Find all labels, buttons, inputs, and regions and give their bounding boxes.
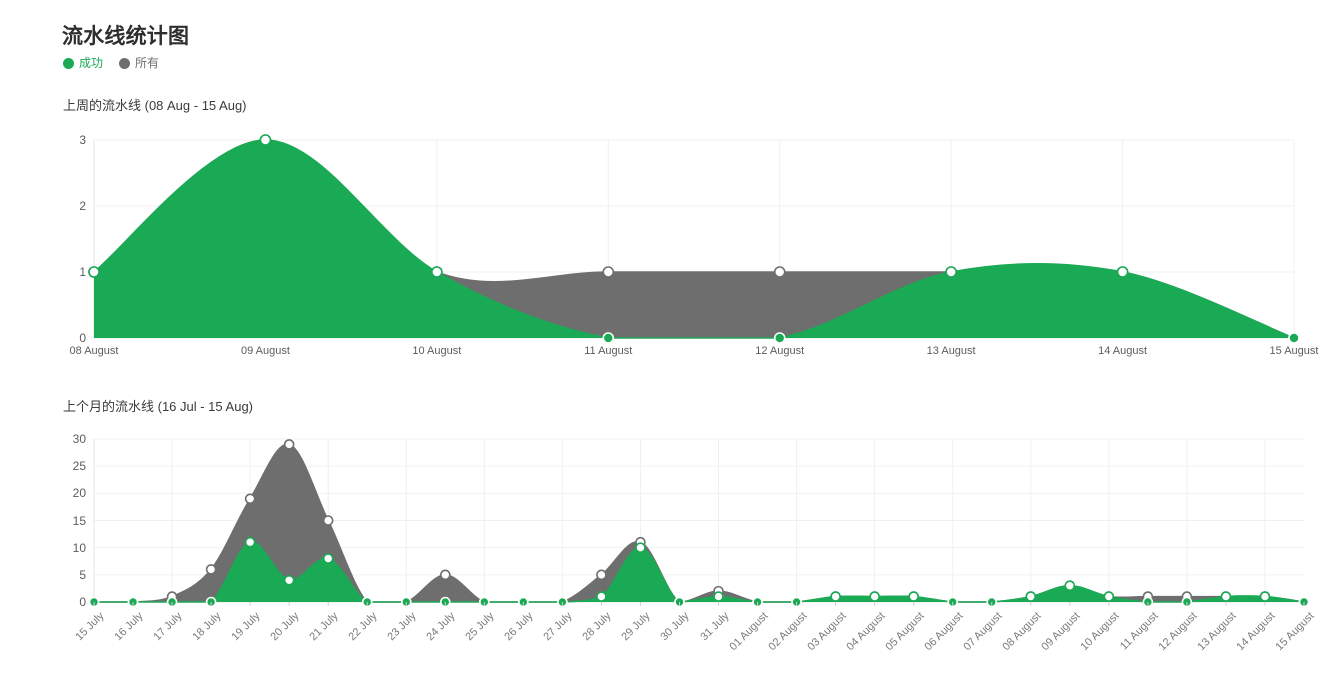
x-axis-tick-label: 12 August — [755, 345, 805, 357]
data-point-marker[interactable] — [88, 266, 100, 278]
data-point-marker[interactable] — [1288, 332, 1300, 344]
y-axis-tick-label: 10 — [72, 540, 86, 555]
x-axis-tick-label: 13 August — [926, 345, 976, 357]
chart-last-week[interactable]: 0 1 2 3 08 August 09 August 10 August 11 August… — [0, 128, 1334, 373]
data-point-marker[interactable] — [431, 266, 443, 278]
data-point-marker[interactable] — [1025, 591, 1037, 602]
data-point-marker[interactable] — [830, 591, 841, 602]
x-axis-tick-label: 15 August — [1269, 345, 1319, 357]
data-point-marker[interactable] — [259, 134, 272, 146]
data-point-marker[interactable] — [602, 266, 615, 278]
data-point-marker[interactable] — [1220, 591, 1232, 602]
y-axis-tick-label: 25 — [72, 459, 86, 474]
data-point-marker[interactable] — [1103, 591, 1115, 602]
y-axis-tick-label: 1 — [79, 265, 86, 279]
y-axis-tick-label: 3 — [79, 133, 86, 147]
data-point-marker[interactable] — [205, 564, 217, 575]
green-dot-icon — [63, 57, 74, 69]
y-axis-tick-label: 30 — [72, 432, 86, 446]
data-point-marker[interactable] — [635, 542, 646, 553]
x-axis-tick-label: 10 August — [412, 345, 462, 357]
y-axis-tick-label: 0 — [79, 595, 86, 609]
x-axis-tick-label: 08 August — [69, 345, 119, 357]
x-axis-tick-label: 11 August — [584, 345, 633, 357]
chart-subtitle-month: 上个月的流水线 (16 Jul - 15 Aug) — [63, 399, 253, 414]
gray-dot-icon — [119, 57, 131, 69]
x-axis-tick-label: 09 August — [240, 345, 290, 357]
data-point-marker[interactable] — [322, 515, 334, 526]
data-point-marker[interactable] — [773, 332, 786, 344]
legend-item-all[interactable]: 所有 — [119, 57, 159, 69]
x-axis-tick-label: 14 August — [1098, 345, 1148, 357]
legend-label-success: 成功 — [79, 56, 104, 70]
area-series-成功 — [94, 541, 1304, 602]
chart-last-month[interactable]: 0 5 10 15 20 25 30 15 July 16 July 17 July 18 July… — [0, 428, 1334, 680]
data-point-marker[interactable] — [283, 439, 295, 450]
y-axis-tick-label: 2 — [79, 199, 86, 213]
y-axis-tick-label: 0 — [79, 331, 86, 345]
data-point-marker[interactable] — [244, 493, 256, 505]
data-point-marker[interactable] — [244, 536, 256, 548]
plot-area — [88, 438, 1310, 608]
data-point-marker[interactable] — [1116, 266, 1129, 278]
page-title: 流水线统计图 — [62, 25, 190, 48]
data-point-marker[interactable] — [322, 553, 334, 564]
data-point-marker[interactable] — [908, 591, 919, 602]
chart-subtitle-week: 上周的流水线 (08 Aug - 15 Aug) — [63, 98, 247, 113]
y-axis-tick-label: 5 — [79, 567, 86, 582]
data-point-marker[interactable] — [869, 591, 880, 602]
chart-legend: 成功 所有 — [63, 57, 159, 69]
y-axis-labels: 0 1 2 3 — [0, 128, 86, 373]
data-point-marker[interactable] — [1259, 591, 1271, 602]
data-point-marker[interactable] — [945, 266, 957, 278]
data-point-marker[interactable] — [773, 266, 786, 278]
data-point-marker[interactable] — [713, 591, 724, 602]
y-axis-labels: 0 5 10 15 20 25 30 — [0, 428, 86, 680]
data-point-marker[interactable] — [602, 332, 615, 344]
y-axis-tick-label: 15 — [72, 513, 86, 528]
data-point-marker[interactable] — [283, 574, 295, 586]
data-point-marker[interactable] — [596, 569, 607, 581]
legend-label-all: 所有 — [135, 56, 160, 70]
data-point-marker[interactable] — [596, 591, 607, 602]
y-axis-tick-label: 20 — [72, 486, 86, 501]
plot-area — [88, 134, 1300, 344]
area-series-成功 — [94, 140, 1294, 338]
data-point-marker[interactable] — [439, 569, 451, 581]
legend-item-success[interactable]: 成功 — [63, 57, 103, 69]
data-point-marker[interactable] — [1064, 580, 1076, 591]
area-series-所有 — [94, 444, 1304, 602]
